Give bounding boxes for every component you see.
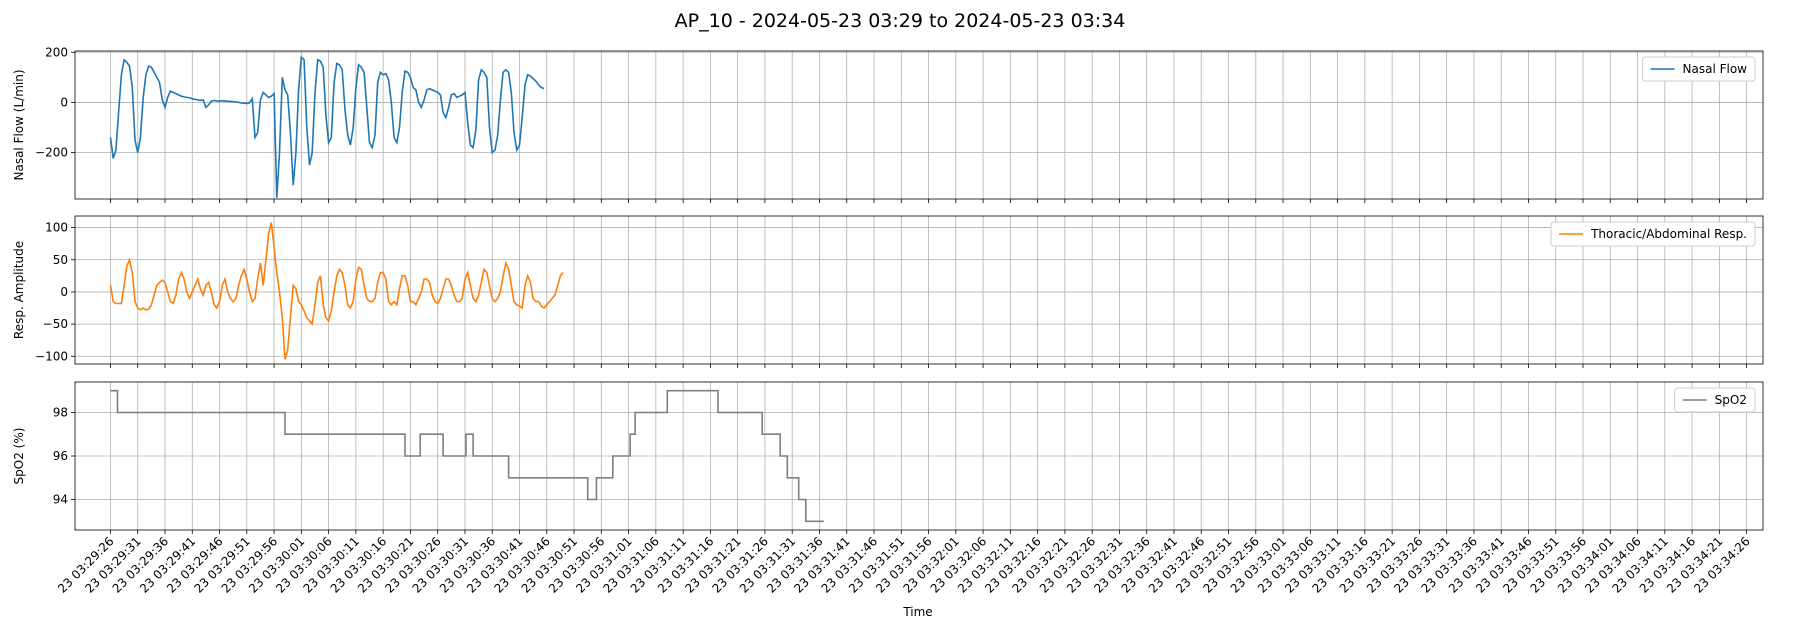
spo2-panel: 94 96 98 SpO2 (%) SpO2 — [12, 381, 1764, 534]
spo2-line — [110, 389, 824, 523]
y-tick-label: −100 — [35, 349, 68, 363]
resp-amplitude-legend-label: Thoracic/Abdominal Resp. — [1590, 227, 1747, 241]
nasal-flow-panel: −200 0 200 Nasal Flow (L/min) Nasal Flow — [12, 45, 1764, 203]
y-tick-label: 0 — [60, 285, 68, 299]
y-tick-label: −50 — [43, 317, 68, 331]
spo2-legend-label: SpO2 — [1715, 393, 1747, 407]
y-tick-label: 0 — [60, 95, 68, 109]
resp-amplitude-panel: −100 −50 0 50 100 Resp. Amplitude Thoracic/A… — [12, 215, 1764, 368]
nasal-flow-legend-label: Nasal Flow — [1683, 62, 1748, 76]
figure-title: AP_10 - 2024-05-23 03:29 to 2024-05-23 0… — [675, 10, 1126, 32]
nasal-flow-y-label: Nasal Flow (L/min) — [12, 69, 26, 180]
y-tick-label: 98 — [53, 405, 68, 419]
y-tick-label: −200 — [35, 146, 68, 160]
spo2-legend: SpO2 — [1674, 387, 1756, 413]
y-tick-label: 96 — [53, 449, 68, 463]
y-tick-label: 50 — [53, 253, 68, 267]
y-tick-label: 94 — [53, 493, 68, 507]
resp-amplitude-legend: Thoracic/Abdominal Resp. — [1550, 221, 1756, 247]
nasal-flow-line — [109, 55, 545, 198]
x-axis-label: Time — [902, 605, 932, 619]
spo2-y-label: SpO2 (%) — [12, 428, 26, 485]
resp-amplitude-y-label: Resp. Amplitude — [12, 241, 26, 339]
resp-amplitude-line — [109, 222, 564, 360]
y-tick-label: 100 — [45, 221, 68, 235]
nasal-flow-legend: Nasal Flow — [1642, 56, 1756, 82]
y-tick-label: 200 — [45, 45, 68, 59]
resp-amplitude-axes-frame — [74, 215, 1764, 365]
nasal-flow-axes-frame — [74, 50, 1764, 200]
